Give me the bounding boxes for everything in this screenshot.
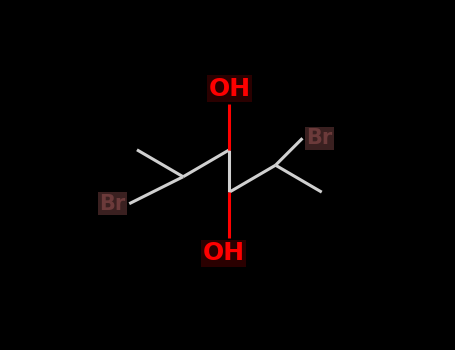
Text: Br: Br (99, 194, 126, 214)
Text: OH: OH (202, 241, 245, 265)
Text: OH: OH (208, 77, 250, 100)
Text: Br: Br (306, 128, 333, 148)
